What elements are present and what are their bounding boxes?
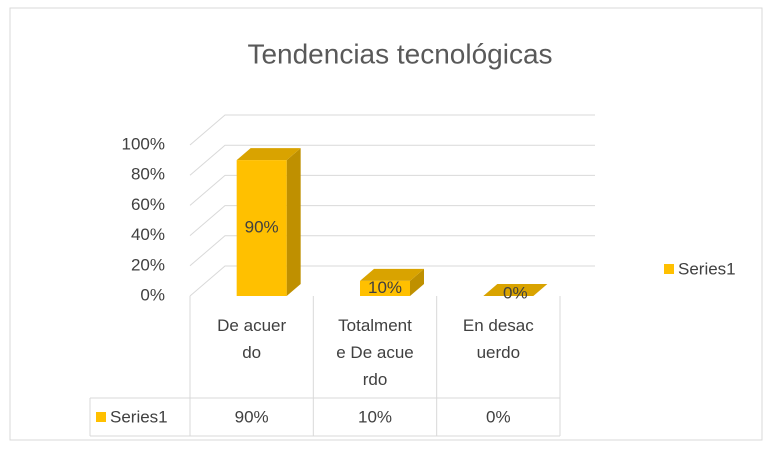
bar-top [360, 268, 424, 281]
y-tick-label: 0% [140, 285, 165, 304]
bar-side [286, 148, 301, 296]
x-tick-label: Totalmente De acuerdo [336, 316, 414, 389]
grid-line [189, 114, 595, 146]
grid-line [189, 205, 595, 236]
legend-key [664, 264, 674, 274]
y-tick-label: 100% [122, 134, 165, 153]
grid-line [189, 174, 595, 206]
data-label: 0% [503, 283, 528, 302]
table-value: 10% [358, 407, 392, 426]
table-value: 0% [486, 407, 511, 426]
y-tick-label: 80% [131, 165, 165, 184]
bar-top [483, 284, 548, 296]
chart-border [9, 7, 763, 441]
y-tick-label: 20% [131, 255, 165, 274]
y-tick-label: 40% [131, 225, 165, 244]
bar-top [236, 148, 301, 161]
x-tick-label: De acuerdo [217, 316, 287, 362]
grid-line [189, 265, 595, 297]
y-tick-label: 60% [131, 195, 165, 214]
table-series-name: Series1 [110, 407, 168, 426]
legend-label: Series1 [678, 259, 736, 278]
grid-line [189, 235, 595, 267]
chart-title: Tendencias tecnológicas [247, 38, 552, 69]
bar-side [410, 268, 424, 296]
table-value: 90% [235, 407, 269, 426]
grid-line [189, 144, 595, 176]
bar [236, 160, 287, 296]
table-legend-key [96, 412, 106, 422]
data-label: 10% [368, 278, 402, 297]
data-label: 90% [245, 218, 279, 237]
bar [360, 280, 410, 296]
x-tick-label: En desacuerdo [462, 316, 534, 362]
